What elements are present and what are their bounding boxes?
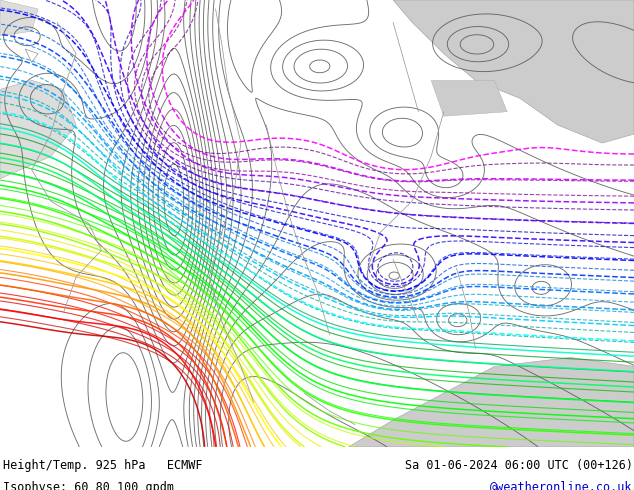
Polygon shape [349, 358, 634, 447]
Polygon shape [393, 0, 634, 143]
Text: Isophyse: 60 80 100 gpdm: Isophyse: 60 80 100 gpdm [3, 481, 174, 490]
Polygon shape [0, 0, 38, 36]
Polygon shape [0, 80, 76, 179]
Text: @weatheronline.co.uk: @weatheronline.co.uk [490, 481, 633, 490]
Polygon shape [431, 80, 507, 116]
Text: Sa 01-06-2024 06:00 UTC (00+126): Sa 01-06-2024 06:00 UTC (00+126) [404, 459, 633, 472]
Text: Height/Temp. 925 hPa   ECMWF: Height/Temp. 925 hPa ECMWF [3, 459, 203, 472]
